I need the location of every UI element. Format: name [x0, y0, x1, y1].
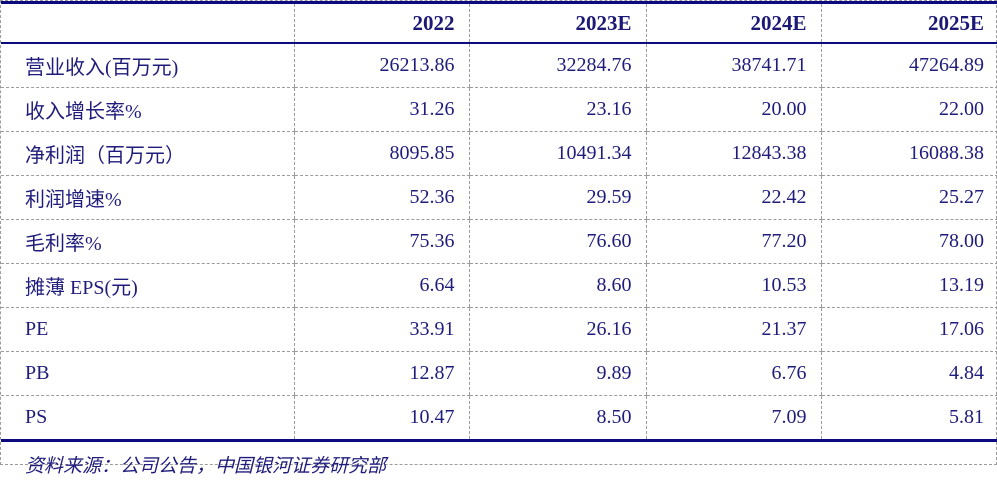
cell-value: 76.60 [469, 220, 646, 264]
cell-value: 21.37 [646, 308, 821, 352]
cell-value: 6.64 [294, 264, 469, 308]
cell-value: 32284.76 [469, 43, 646, 88]
cell-value: 75.36 [294, 220, 469, 264]
cell-value: 20.00 [646, 88, 821, 132]
source-note: 资料来源：公司公告，中国银河证券研究部 [1, 441, 997, 486]
row-label-revenue-growth: 收入增长率% [1, 88, 294, 132]
financial-forecast-page: 2022 2023E 2024E 2025E 营业收入(百万元) 26213.8… [0, 0, 997, 465]
cell-value: 33.91 [294, 308, 469, 352]
table-row: 营业收入(百万元) 26213.86 32284.76 38741.71 472… [1, 43, 997, 88]
cell-value: 4.84 [821, 352, 997, 396]
cell-value: 29.59 [469, 176, 646, 220]
table-row: 毛利率% 75.36 76.60 77.20 78.00 [1, 220, 997, 264]
cell-value: 10491.34 [469, 132, 646, 176]
header-cell-2023e: 2023E [469, 3, 646, 44]
cell-value: 38741.71 [646, 43, 821, 88]
footer-row: 资料来源：公司公告，中国银河证券研究部 [1, 441, 997, 486]
cell-value: 10.47 [294, 396, 469, 441]
header-cell-2022: 2022 [294, 3, 469, 44]
cell-value: 77.20 [646, 220, 821, 264]
row-label-pb: PB [1, 352, 294, 396]
cell-value: 5.81 [821, 396, 997, 441]
header-cell-2024e: 2024E [646, 3, 821, 44]
header-row: 2022 2023E 2024E 2025E [1, 3, 997, 44]
row-label-revenue: 营业收入(百万元) [1, 43, 294, 88]
cell-value: 17.06 [821, 308, 997, 352]
table-row: PE 33.91 26.16 21.37 17.06 [1, 308, 997, 352]
row-label-ps: PS [1, 396, 294, 441]
cell-value: 8.50 [469, 396, 646, 441]
cell-value: 26.16 [469, 308, 646, 352]
row-label-diluted-eps: 摊薄 EPS(元) [1, 264, 294, 308]
cell-value: 13.19 [821, 264, 997, 308]
table-row: 收入增长率% 31.26 23.16 20.00 22.00 [1, 88, 997, 132]
table-row: PB 12.87 9.89 6.76 4.84 [1, 352, 997, 396]
cell-value: 8095.85 [294, 132, 469, 176]
cell-value: 16088.38 [821, 132, 997, 176]
forecast-table-container: 2022 2023E 2024E 2025E 营业收入(百万元) 26213.8… [0, 0, 997, 465]
cell-value: 78.00 [821, 220, 997, 264]
cell-value: 25.27 [821, 176, 997, 220]
cell-value: 26213.86 [294, 43, 469, 88]
header-cell-2025e: 2025E [821, 3, 997, 44]
cell-value: 6.76 [646, 352, 821, 396]
table-row: PS 10.47 8.50 7.09 5.81 [1, 396, 997, 441]
cell-value: 8.60 [469, 264, 646, 308]
cell-value: 12843.38 [646, 132, 821, 176]
row-label-gross-margin: 毛利率% [1, 220, 294, 264]
header-cell-metric [1, 3, 294, 44]
cell-value: 9.89 [469, 352, 646, 396]
cell-value: 22.00 [821, 88, 997, 132]
table-row: 净利润（百万元） 8095.85 10491.34 12843.38 16088… [1, 132, 997, 176]
cell-value: 23.16 [469, 88, 646, 132]
row-label-pe: PE [1, 308, 294, 352]
table-row: 利润增速% 52.36 29.59 22.42 25.27 [1, 176, 997, 220]
row-label-net-profit: 净利润（百万元） [1, 132, 294, 176]
row-label-profit-growth: 利润增速% [1, 176, 294, 220]
cell-value: 52.36 [294, 176, 469, 220]
table-row: 摊薄 EPS(元) 6.64 8.60 10.53 13.19 [1, 264, 997, 308]
cell-value: 10.53 [646, 264, 821, 308]
cell-value: 7.09 [646, 396, 821, 441]
cell-value: 31.26 [294, 88, 469, 132]
cell-value: 47264.89 [821, 43, 997, 88]
cell-value: 22.42 [646, 176, 821, 220]
cell-value: 12.87 [294, 352, 469, 396]
